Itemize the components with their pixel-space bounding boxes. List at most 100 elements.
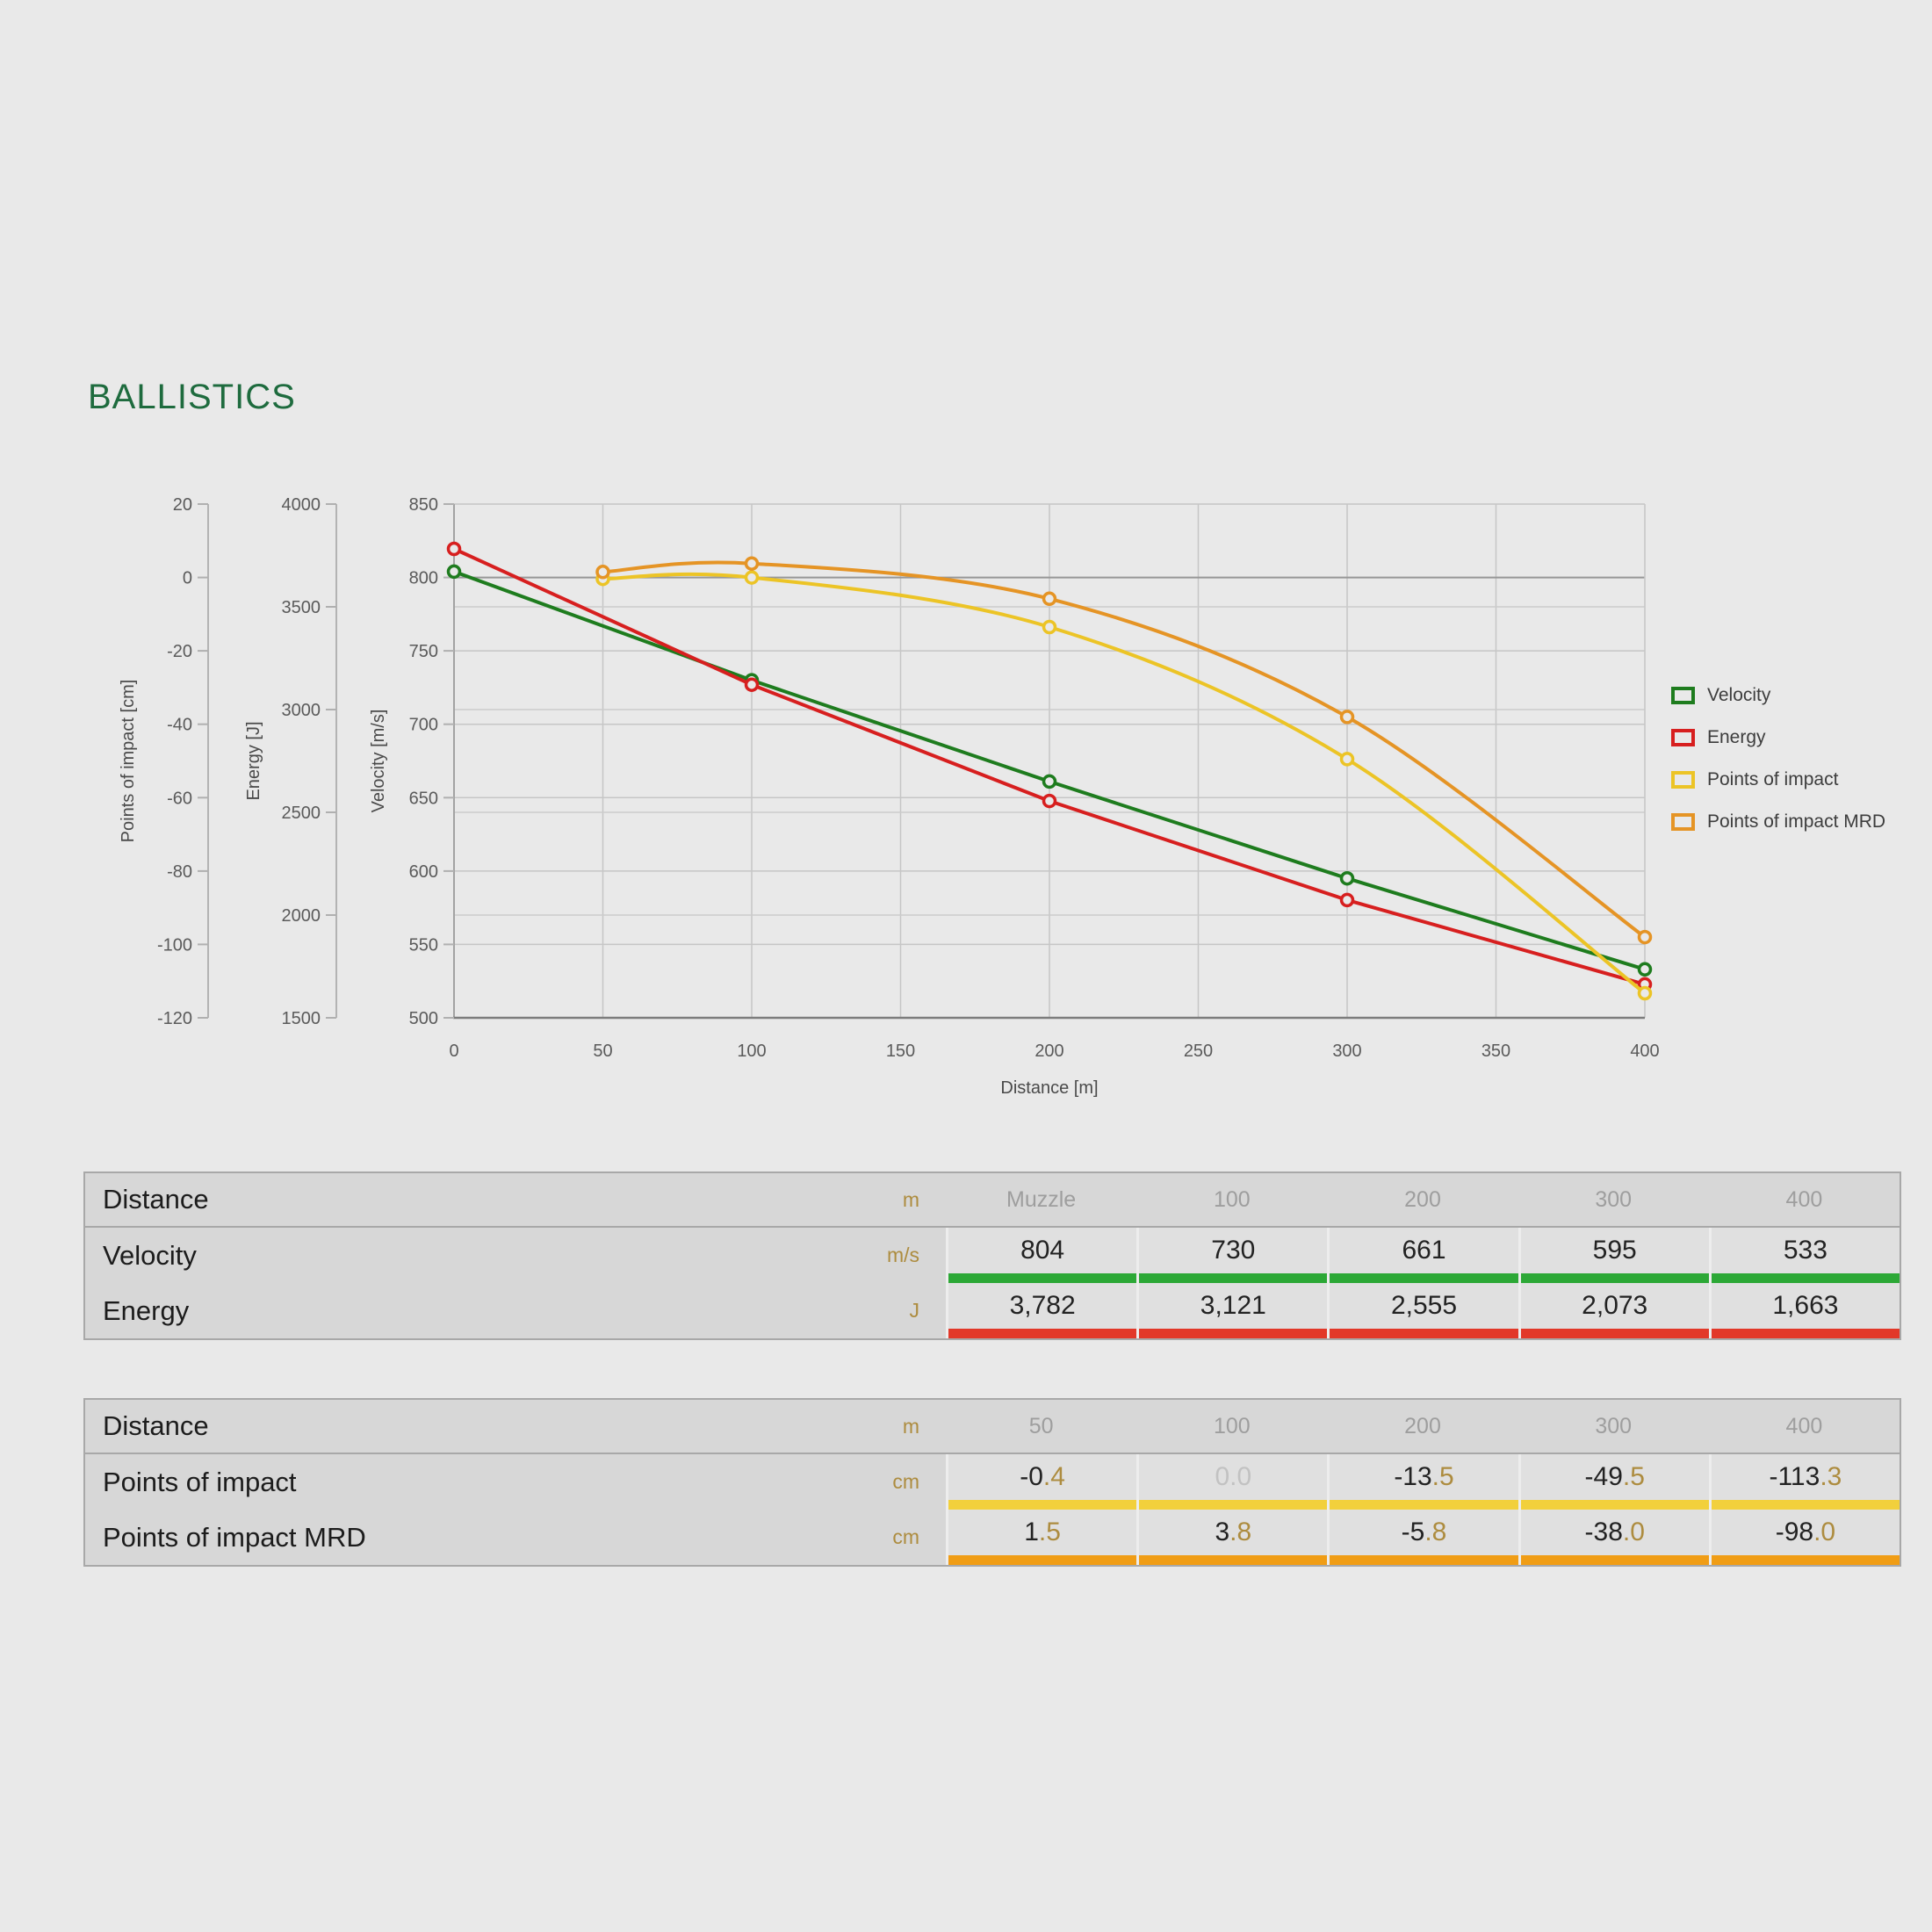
unit-label: m/s (886, 1244, 919, 1266)
energy-tick-label: 2500 (282, 804, 321, 823)
unit-label: cm (892, 1525, 919, 1548)
legend-item-points-of-impact-mrd[interactable]: Points of impact MRD (1671, 801, 1885, 843)
energy-axis-title: Energy [J] (244, 721, 263, 800)
series-color-bar (1711, 1555, 1900, 1565)
cell-velocity-300: 595 (1517, 1228, 1709, 1283)
cell-points-of-impact-100: 0.0 (1136, 1454, 1328, 1510)
marker-energy (1339, 892, 1355, 908)
cell-energy-muzzle: 3,782 (946, 1283, 1137, 1338)
column-header-200: 200 (1404, 1186, 1441, 1212)
column-header-300: 300 (1595, 1413, 1633, 1438)
marker-points-of-impact (744, 570, 760, 585)
series-color-bar (1139, 1555, 1328, 1565)
points-of-impact-table: Distance m 50 100 200 300 400 Points of impact c… (83, 1398, 1901, 1567)
column-header-100: 100 (1213, 1413, 1251, 1438)
poi-tick-label: -80 (167, 862, 192, 882)
column-header-300: 300 (1595, 1186, 1633, 1212)
velocity-tick-label: 550 (409, 935, 438, 955)
cell-points-of-impact-50: -0.4 (946, 1454, 1137, 1510)
marker-points-of-impact-mrd (595, 565, 610, 580)
x-tick-label: 400 (1630, 1042, 1659, 1061)
row-label-energy: Energy (103, 1294, 190, 1326)
energy-tick-label: 1500 (282, 1009, 321, 1028)
legend-label: Velocity (1707, 685, 1771, 705)
series-energy (446, 541, 1653, 992)
cell-points-of-impact-mrd-50: 1.5 (946, 1510, 1137, 1565)
series-color-bar (1139, 1500, 1328, 1510)
poi-tick-label: -60 (167, 789, 192, 808)
series-color-bar (1330, 1273, 1518, 1283)
row-label-velocity: Velocity (103, 1239, 197, 1271)
table-row-velocity: Velocity m/s 804 730 661 595 533 (85, 1228, 1900, 1283)
unit-label: cm (892, 1470, 919, 1493)
velocity-tick-label: 700 (409, 716, 438, 735)
velocity-tick-label: 500 (409, 1009, 438, 1028)
series-color-bar (1711, 1500, 1900, 1510)
cell-value: 0.0 (1215, 1462, 1252, 1491)
series-color-bar (948, 1273, 1137, 1283)
column-header-muzzle: Muzzle (1006, 1186, 1077, 1212)
cell-value: 3,782 (1009, 1291, 1076, 1320)
marker-points-of-impact-mrd (1042, 591, 1057, 607)
legend-label: Energy (1707, 727, 1766, 747)
marker-energy (1042, 793, 1057, 809)
cell-value: 2,073 (1582, 1291, 1648, 1320)
velocity-tick-label: 800 (409, 569, 438, 588)
velocity-axis-title: Velocity [m/s] (369, 710, 388, 813)
series-points-of-impact (595, 570, 1653, 1001)
column-header-400: 400 (1785, 1413, 1823, 1438)
series-color-bar (1330, 1500, 1518, 1510)
legend-item-points-of-impact[interactable]: Points of impact (1671, 759, 1885, 801)
column-header-100: 100 (1213, 1186, 1251, 1212)
row-label-points-of-impact: Points of impact (103, 1466, 297, 1497)
legend-item-velocity[interactable]: Velocity (1671, 674, 1885, 717)
series-color-bar (948, 1500, 1137, 1510)
velocity-tick-label: 750 (409, 642, 438, 661)
cell-value: 3,121 (1200, 1291, 1266, 1320)
marker-energy (446, 541, 462, 557)
cell-value: -49.5 (1584, 1462, 1645, 1491)
marker-points-of-impact (1042, 619, 1057, 635)
y-gridlines (454, 503, 1645, 1019)
marker-points-of-impact (1339, 752, 1355, 767)
cell-value: -113.3 (1769, 1462, 1842, 1491)
cell-points-of-impact-300: -49.5 (1517, 1454, 1709, 1510)
cell-value: 595 (1592, 1236, 1637, 1265)
series-color-bar (1711, 1329, 1900, 1338)
cell-value: -38.0 (1584, 1517, 1645, 1546)
cell-points-of-impact-400: -113.3 (1708, 1454, 1900, 1510)
velocity-swatch-icon (1671, 687, 1695, 704)
cell-energy-300: 2,073 (1517, 1283, 1709, 1338)
table-row-points-of-impact: Points of impact cm -0.4 0.0 -13.5 -49.5 -113.… (85, 1454, 1900, 1510)
cell-points-of-impact-mrd-300: -38.0 (1517, 1510, 1709, 1565)
header-row: Distance m Muzzle 100 200 300 400 (85, 1173, 1900, 1228)
cell-points-of-impact-mrd-200: -5.8 (1327, 1510, 1518, 1565)
series-color-bar (1139, 1273, 1328, 1283)
poi-tick-label: 20 (173, 495, 192, 515)
energy-tick-label: 2000 (282, 906, 321, 926)
velocity-energy-table: Distance m Muzzle 100 200 300 400 Velocity m/s 80… (83, 1171, 1901, 1340)
energy-tick-label: 3500 (282, 598, 321, 617)
cell-value: 1.5 (1024, 1517, 1061, 1546)
series-color-bar (1139, 1329, 1328, 1338)
unit-label: m (902, 1187, 919, 1211)
marker-points-of-impact (1637, 985, 1653, 1001)
cell-velocity-400: 533 (1708, 1228, 1900, 1283)
x-tick-label: 350 (1481, 1042, 1510, 1061)
cell-velocity-muzzle: 804 (946, 1228, 1137, 1283)
marker-velocity (1339, 870, 1355, 886)
series-color-bar (1330, 1555, 1518, 1565)
column-header-200: 200 (1404, 1413, 1441, 1438)
poi-tick-label: -100 (157, 935, 192, 955)
column-header-400: 400 (1785, 1186, 1823, 1212)
legend-item-energy[interactable]: Energy (1671, 717, 1885, 759)
marker-velocity (1637, 962, 1653, 977)
cell-value: -13.5 (1394, 1462, 1454, 1491)
cell-points-of-impact-mrd-100: 3.8 (1136, 1510, 1328, 1565)
marker-energy (744, 677, 760, 692)
poi-axis-title: Points of impact [cm] (119, 680, 138, 843)
marker-points-of-impact-mrd (744, 556, 760, 571)
cell-value: 533 (1783, 1236, 1827, 1265)
